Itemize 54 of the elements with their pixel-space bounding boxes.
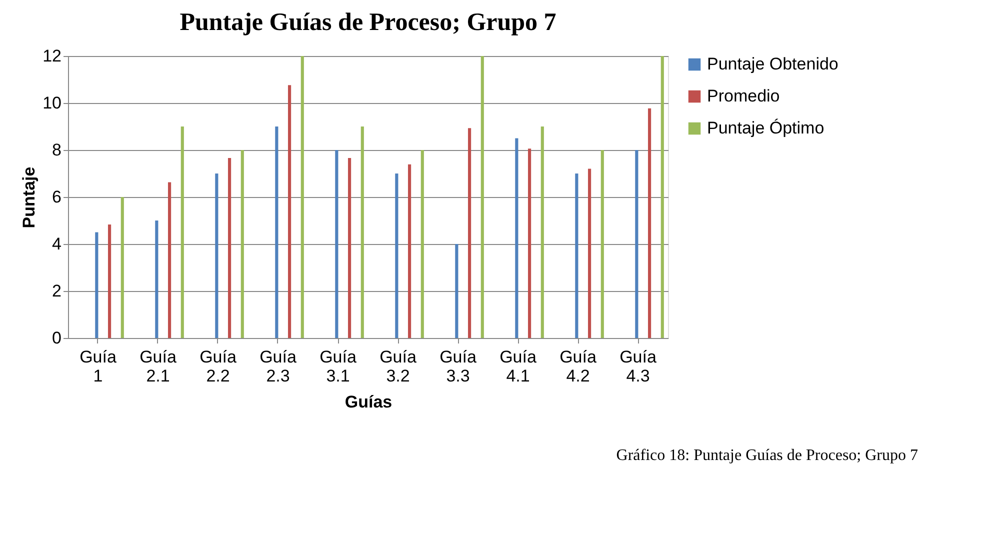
bar — [468, 128, 472, 338]
y-axis-title: Puntaje — [20, 166, 39, 228]
x-tick-label: Guía 3.3 — [440, 348, 477, 386]
x-tick-label: Guía 2.2 — [200, 348, 237, 386]
bar — [575, 174, 578, 338]
bar — [360, 126, 364, 338]
x-tick-label: Guía 4.1 — [500, 348, 537, 386]
text: Gráfico 18: Puntaje Guías de Proceso; Grupo 7 — [616, 447, 918, 464]
x-tick-label: Guía 2.1 — [140, 348, 177, 386]
bar — [180, 126, 184, 338]
y-tick-label: 8 — [52, 140, 62, 160]
bar — [120, 197, 124, 338]
bar — [395, 174, 398, 338]
bar — [588, 168, 592, 338]
bar — [288, 85, 292, 338]
y-tick-label: 2 — [52, 282, 62, 300]
y-tick-label: 10 — [42, 94, 62, 112]
bar — [540, 126, 544, 338]
bar — [660, 56, 664, 338]
bar — [228, 158, 232, 338]
bar — [95, 232, 98, 338]
bar — [335, 150, 338, 338]
bar — [240, 150, 244, 338]
bar — [648, 108, 652, 338]
y-tick-label: 12 — [42, 46, 62, 66]
bar — [155, 220, 158, 338]
bar — [455, 244, 458, 338]
x-axis-title: Guías — [344, 392, 392, 412]
bar — [215, 174, 218, 338]
x-tick-label: Guía 3.1 — [320, 348, 357, 386]
bar — [275, 126, 278, 338]
bar — [348, 158, 352, 338]
y-tick-label: 4 — [52, 234, 62, 254]
bar — [420, 150, 424, 338]
x-tick-label: Guía 4.2 — [560, 348, 597, 386]
bar — [600, 150, 604, 338]
chart-title: Puntaje Guías de Proceso; Grupo 7 — [180, 9, 556, 36]
legend-label: Puntaje Óptimo — [707, 118, 824, 138]
bar — [528, 148, 532, 338]
bar — [635, 150, 638, 338]
legend-label: Promedio — [707, 86, 780, 106]
x-tick-label: Guía 2.3 — [260, 348, 297, 386]
bar — [300, 56, 304, 338]
bar — [480, 56, 484, 338]
x-tick-label: Guía 1 — [80, 348, 117, 386]
legend-label: Puntaje Obtenido — [707, 54, 838, 74]
x-tick-label: Guía 4.3 — [620, 348, 657, 386]
bar — [408, 164, 412, 338]
bar — [108, 224, 112, 338]
x-tick-label: Guía 3.2 — [380, 348, 417, 386]
y-tick-label: 0 — [52, 328, 62, 348]
y-tick-label: 6 — [52, 188, 62, 206]
bar — [168, 182, 172, 338]
bar — [515, 138, 518, 338]
